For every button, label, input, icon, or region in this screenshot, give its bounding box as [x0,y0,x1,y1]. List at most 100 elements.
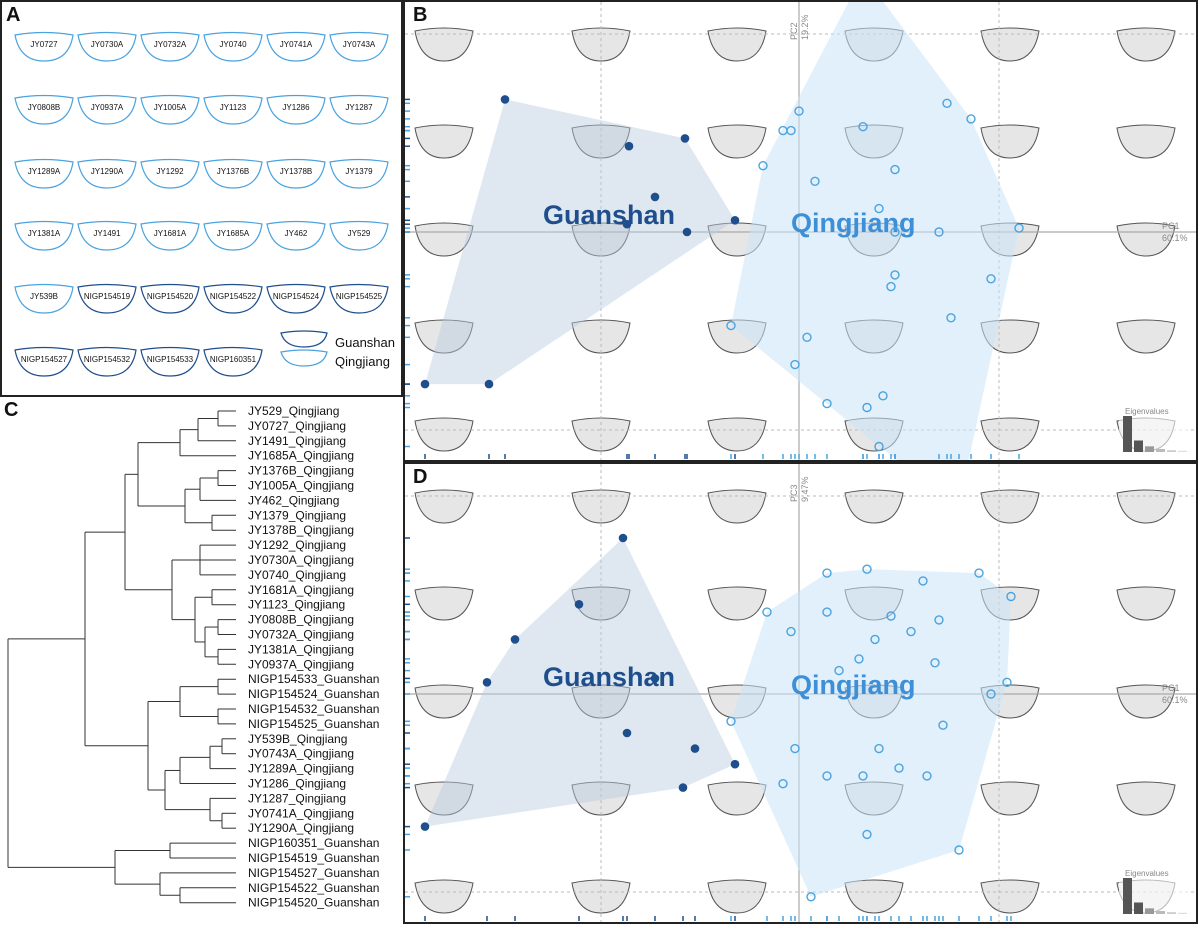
outline-label: JY1292 [156,167,184,176]
outline-label: JY462 [285,229,308,238]
theoretical-shape [414,222,474,257]
tree-tip-label: JY1491_Qingjiang [248,434,346,448]
data-point [974,568,984,578]
outline-shape [140,158,200,189]
data-point [730,759,740,769]
legend-guanshan-outline [280,330,328,348]
series-guanshan [420,533,740,831]
axis-rug [405,537,1012,921]
data-point [762,607,772,617]
data-point [510,635,520,644]
outline-shape [140,283,200,314]
series-guanshan [420,95,740,389]
outline-shape [140,220,200,251]
outline-label: JY1378B [280,167,312,176]
data-point [778,779,788,789]
outline-label: JY1286 [282,103,310,112]
theoretical-shape [707,781,767,816]
tree-tip-label: JY1005A_Qingjiang [248,479,354,493]
theoretical-shape [1116,489,1176,524]
data-point [622,219,632,229]
data-point [622,728,632,738]
data-point [1002,677,1012,688]
outline-label: JY529 [348,229,371,238]
tree-tip-label: JY0937A_Qingjiang [248,657,354,671]
data-point [500,95,510,104]
outline-shape [14,94,74,125]
tree-tip-label: JY0743A_Qingjiang [248,747,354,761]
x-axis-percent: 60.1% [1162,233,1188,243]
outline-cell: NIGP160351 [203,346,263,377]
data-point [874,203,884,214]
outline-label: JY0743A [343,40,376,49]
outline-shape [140,346,200,377]
data-point [878,391,888,401]
theoretical-shape [414,124,474,159]
outline-cell: JY1685A [203,220,263,251]
tree-tip-label: JY1292_Qingjiang [248,538,346,552]
outline-cell: JY1123 [203,94,263,125]
data-point [726,716,736,726]
panel-a-outlines: A JY0727 JY0730A JY0732A JY0740 JY0741A JY074… [0,0,403,397]
tree-tip-label: JY1123_Qingjiang [248,598,345,612]
y-axis-label: PC3 [789,484,799,502]
eigenvalue-bar [1134,902,1143,914]
outline-cell: JY1286 [266,94,326,125]
outline-shape [329,283,389,314]
outline-cell: NIGP154533 [140,346,200,377]
hull-guanshan [425,538,735,827]
outline-shape [140,31,200,62]
tree-tip-label: JY0808B_Qingjiang [248,613,354,627]
tree-tip-label: JY0732A_Qingjiang [248,628,354,642]
eigenvalue-bar [1145,908,1154,914]
data-point [1014,223,1024,233]
data-point [420,822,430,831]
theoretical-shape [1116,124,1176,159]
tree-tip-label: JY1286_Qingjiang [248,777,346,791]
data-point [874,743,884,754]
data-point [624,141,634,151]
outline-label: JY1491 [93,229,121,238]
outline-label: NIGP154527 [21,355,68,364]
tree-tip-label: JY1376B_Qingjiang [248,464,354,478]
outline-shape [266,158,326,189]
panel-label-c: C [4,399,19,421]
data-point [954,845,964,855]
eigenvalue-bar [1156,911,1165,914]
outline-label: JY0740 [219,40,247,49]
outline-shape [203,158,263,189]
data-point [986,274,996,284]
x-axis-percent: 60.1% [1162,695,1188,705]
outline-label: JY1381A [28,229,61,238]
theoretical-shape [1116,781,1176,816]
data-point [822,607,832,617]
group-label-qingjiang: Qingjiang [791,670,916,700]
data-point [822,398,832,409]
outline-cell: NIGP154532 [77,346,137,377]
eigenvalue-inset: Eigenvalues [1119,404,1189,454]
outline-shape [14,220,74,251]
theoretical-shape [980,27,1040,62]
data-point [890,270,900,280]
data-point [1006,591,1016,602]
outline-shape [77,94,137,125]
theoretical-shape [980,417,1040,452]
data-point [870,634,880,645]
outline-grid: JY0727 JY0730A JY0732A JY0740 JY0741A JY0743A… [14,31,395,377]
outline-shape [266,31,326,62]
data-point [822,771,832,781]
outline-label: JY0730A [91,40,124,49]
y-axis-percent: 9.47% [800,476,810,502]
theoretical-shape [1116,319,1176,354]
theoretical-shape [414,586,474,621]
data-point [938,720,948,730]
outline-cell: NIGP154519 [77,283,137,314]
data-point [790,359,800,370]
theoretical-shape [707,586,767,621]
data-point [790,743,800,754]
outline-cell: JY0808B [14,94,74,125]
tree-tip-label: JY0730A_Qingjiang [248,553,354,567]
tree-tip-label: JY1290A_Qingjiang [248,821,354,835]
panel-label-d: D [413,466,428,488]
